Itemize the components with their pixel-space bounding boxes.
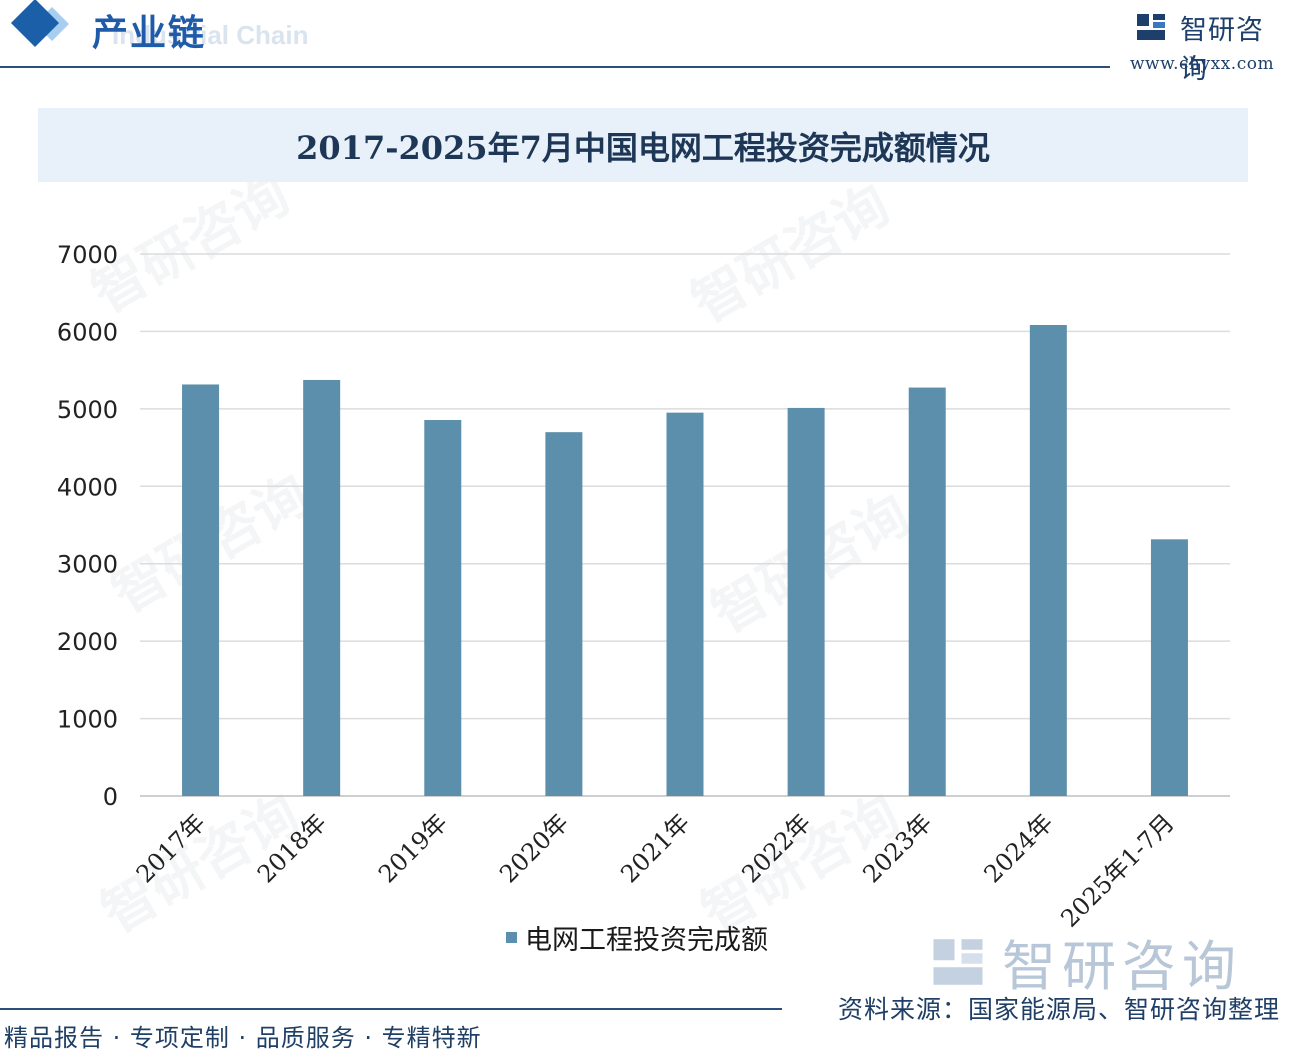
y-tick-label: 3000 — [57, 551, 118, 579]
bar — [303, 379, 341, 796]
chart-title-band — [38, 108, 1248, 182]
y-tick-label: 6000 — [57, 318, 118, 346]
bar — [666, 412, 704, 796]
y-tick-label: 7000 — [57, 241, 118, 269]
x-axis-ticks: 2017年 2018年 2019年 2020年 2021年 2022年 2023年 2024年… — [131, 808, 1180, 932]
logo-watermark: 智研咨询 — [930, 922, 1242, 1001]
y-axis-ticks: 0 1000 2000 3000 4000 5000 6000 7000 — [57, 241, 118, 811]
x-tick-label: 2020年 — [494, 808, 574, 888]
chart-title: 2017-2025年7月中国电网工程投资完成额情况 — [296, 129, 990, 167]
x-tick-label: 2017年 — [131, 808, 211, 888]
x-tick-label: 2024年 — [979, 808, 1059, 888]
legend-swatch — [506, 932, 517, 943]
section-title: 产业链 — [92, 13, 207, 54]
bar — [545, 432, 583, 796]
footer-tagline: 精品报告 · 专项定制 · 品质服务 · 专精特新 — [4, 1024, 482, 1052]
y-tick-label: 5000 — [57, 396, 118, 424]
x-tick-label: 2018年 — [252, 808, 332, 888]
bar — [182, 384, 220, 796]
bar — [424, 420, 462, 796]
logo-icon — [1137, 14, 1165, 40]
x-tick-label: 2025年1-7月 — [1055, 808, 1179, 932]
x-tick-label: 2019年 — [373, 808, 453, 888]
header-divider — [0, 66, 1110, 68]
footer-divider — [0, 1008, 782, 1010]
y-tick-label: 2000 — [57, 628, 118, 656]
x-tick-label: 2022年 — [736, 808, 816, 888]
section-subtitle: Industrial Chain — [112, 20, 309, 50]
x-tick-label: 2021年 — [615, 808, 695, 888]
y-tick-label: 0 — [103, 783, 118, 811]
x-tick-label: 2023年 — [858, 808, 938, 888]
chart-legend: 电网工程投资完成额 — [506, 918, 768, 957]
bar — [787, 407, 825, 796]
bar — [1029, 325, 1067, 796]
bar — [1150, 539, 1188, 796]
y-tick-label: 1000 — [57, 706, 118, 734]
y-tick-label: 4000 — [57, 473, 118, 501]
bars — [182, 325, 1188, 796]
logo-watermark-icon — [933, 938, 983, 985]
logo-watermark-text: 智研咨询 — [1002, 935, 1242, 998]
logo-url: www.chyxx.com — [1130, 54, 1275, 74]
legend-label: 电网工程投资完成额 — [525, 925, 768, 956]
bar — [908, 387, 946, 796]
logo-text: 智研咨询 — [1180, 15, 1264, 85]
source-note: 资料来源：国家能源局、智研咨询整理 — [838, 995, 1281, 1024]
